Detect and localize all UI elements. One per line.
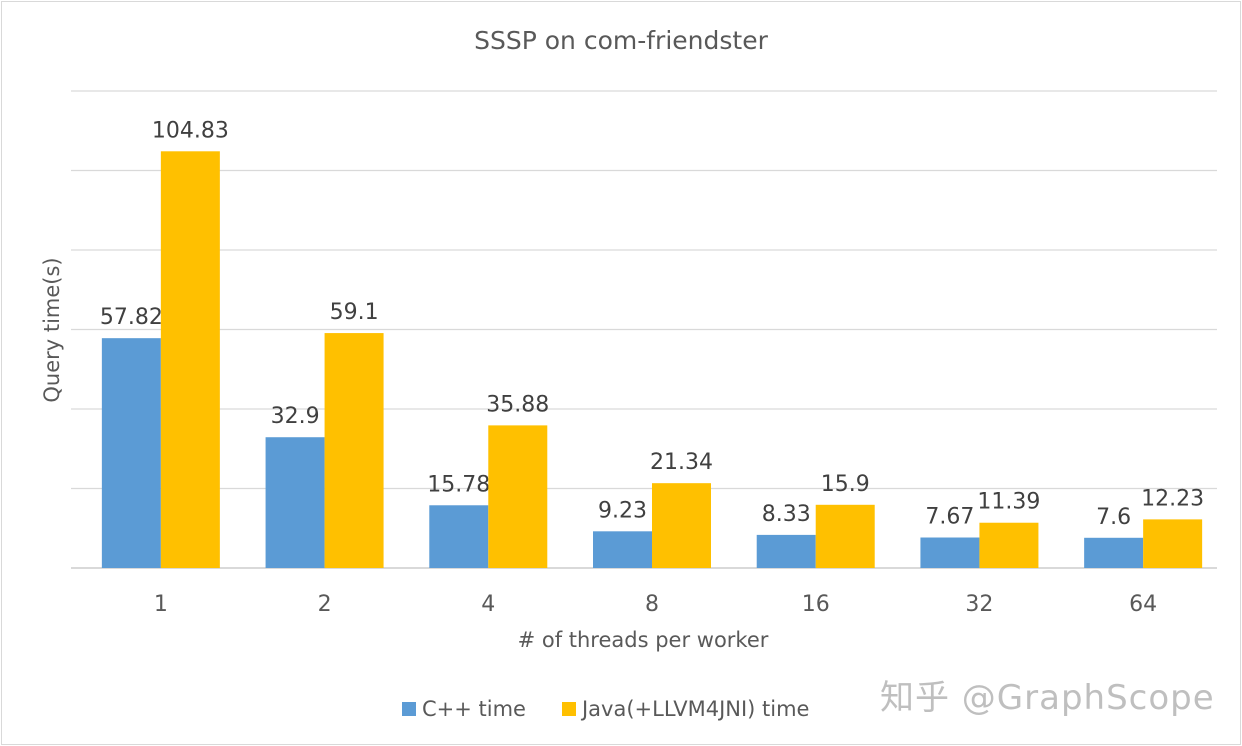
bar [429,505,489,568]
x-axis-label: # of threads per worker [517,628,769,652]
x-tick-label: 2 [318,592,332,617]
legend-item-cpp: C++ time [402,697,526,721]
x-tick-label: 16 [802,592,830,617]
legend-swatch-cpp [402,702,416,716]
x-tick-label: 1 [154,592,168,617]
bar [652,483,711,568]
bar [1143,519,1203,568]
x-tick-label: 4 [481,592,495,617]
data-label: 11.39 [977,490,1040,515]
data-label: 59.1 [330,300,379,325]
bar [324,333,384,568]
legend-label-java: Java(+LLVM4JNI) time [581,697,810,721]
legend-item-java: Java(+LLVM4JNI) time [561,697,810,721]
bar [488,425,548,568]
bar [920,537,980,568]
data-label: 57.82 [100,305,163,330]
x-tick-label: 8 [645,592,659,617]
bar [101,338,161,568]
bar [265,437,325,568]
data-label: 104.83 [152,118,229,143]
data-label: 7.6 [1096,505,1131,530]
data-label: 9.23 [598,498,647,523]
chart-title: SSSP on com-friendster [474,26,768,55]
legend-label-cpp: C++ time [422,697,526,721]
bar [593,531,652,568]
x-tick-label: 64 [1129,592,1157,617]
data-label: 35.88 [486,392,549,417]
bar [815,504,875,568]
data-label: 12.23 [1141,486,1204,511]
data-label: 21.34 [650,450,713,475]
data-label: 7.67 [925,505,974,530]
bar [979,522,1039,568]
data-label: 15.9 [821,472,870,497]
bar [756,534,816,568]
watermark: 知乎 @GraphScope [880,678,1215,718]
bar [1084,537,1144,568]
legend-swatch-java [561,702,576,716]
legend: C++ time Java(+LLVM4JNI) time [402,697,845,721]
x-tick-label: 32 [965,592,993,617]
data-label: 15.78 [427,472,490,497]
data-label: 8.33 [762,502,811,527]
bar [160,151,220,568]
data-label: 32.9 [271,404,320,429]
